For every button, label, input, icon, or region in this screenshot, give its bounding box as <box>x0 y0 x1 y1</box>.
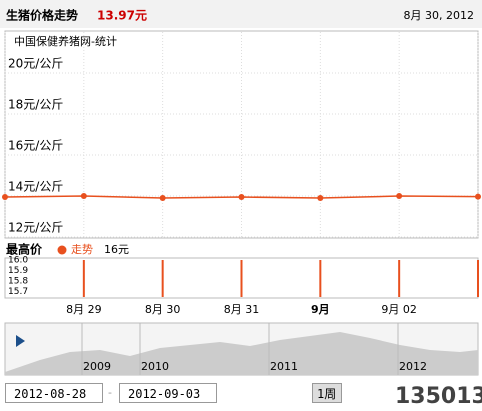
date: 8月 30, 2012 <box>404 9 474 22</box>
year-label: 2011 <box>270 360 298 373</box>
x-tick-label: 9月 <box>311 303 330 316</box>
y-tick-label: 20元/公斤 <box>8 57 63 71</box>
legend-dot <box>57 245 67 255</box>
bar <box>477 260 479 297</box>
x-tick-label: 8月 29 <box>66 303 102 316</box>
year-label: 2009 <box>83 360 111 373</box>
point <box>80 193 87 199</box>
y-tick-label: 15.7 <box>8 287 28 297</box>
legend-entry: 走势 <box>71 243 93 256</box>
point <box>396 193 403 199</box>
y-tick-label: 15.9 <box>8 266 28 276</box>
price: 13.97元 <box>97 9 147 23</box>
title: 生猪价格走势 <box>6 8 78 23</box>
x-tick-label: 8月 30 <box>145 303 181 316</box>
point <box>238 194 245 201</box>
x-tick-label: 9月 02 <box>381 303 417 316</box>
header-bar <box>0 0 482 28</box>
y-tick-label: 15.8 <box>8 277 28 287</box>
year-label: 2012 <box>399 360 427 373</box>
bar <box>161 260 164 297</box>
y-tick-label: 18元/公斤 <box>8 98 63 112</box>
year-label: 2010 <box>141 360 169 373</box>
bar <box>398 260 401 297</box>
range-button[interactable]: 1周 <box>312 383 342 403</box>
lower-title: 最高价 <box>6 242 43 257</box>
chart-subtitle: 中国保健养猪网-统计 <box>14 34 117 48</box>
from-input[interactable]: 2012-08-28 <box>5 383 103 403</box>
bar <box>82 260 85 297</box>
navigator-handle[interactable] <box>16 335 25 347</box>
point <box>159 195 166 202</box>
point <box>475 193 481 200</box>
x-tick-label: 8月 31 <box>224 303 260 316</box>
to-input[interactable]: 2012-09-03 <box>119 383 217 403</box>
y-tick-label: 16.0 <box>8 256 28 266</box>
navigator-area <box>5 332 478 375</box>
lower-label: 16元 <box>104 243 129 256</box>
watermark: 1350135.com <box>395 384 482 409</box>
bar <box>240 260 243 297</box>
y-tick-label: 14元/公斤 <box>8 180 63 194</box>
y-tick-label: 16元/公斤 <box>8 139 63 153</box>
point <box>2 194 8 201</box>
separator: - <box>108 386 112 399</box>
bar <box>319 260 322 297</box>
y-tick-label: 12元/公斤 <box>8 221 63 235</box>
point <box>317 195 324 202</box>
